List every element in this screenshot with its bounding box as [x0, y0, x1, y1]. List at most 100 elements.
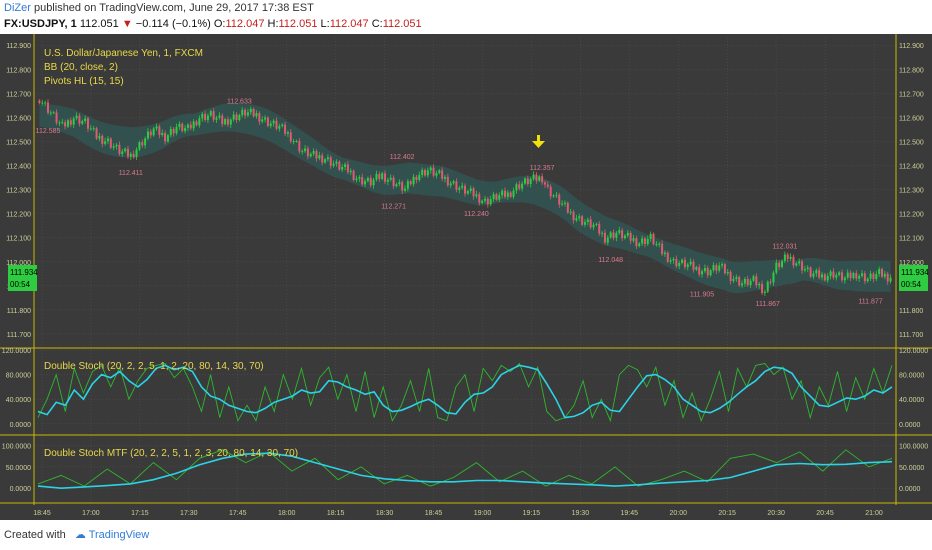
candle-body	[795, 263, 798, 266]
candle-body	[815, 270, 818, 274]
candle-body	[569, 211, 572, 213]
candle-body	[749, 280, 752, 286]
time-tick: 17:15	[131, 510, 149, 517]
price-change: −0.114 (−0.1%)	[135, 18, 211, 30]
candle-body	[69, 120, 72, 125]
candle-body	[392, 177, 395, 187]
low-value: 112.047	[329, 18, 369, 30]
time-tick: 19:45	[621, 510, 639, 517]
legend-title: U.S. Dollar/Japanese Yen, 1, FXCM	[44, 48, 203, 59]
candle-body	[218, 115, 221, 118]
candle-body	[789, 256, 792, 259]
candle-body	[863, 273, 866, 282]
candle-body	[475, 194, 478, 197]
candle-body	[561, 203, 564, 205]
candle-body	[521, 183, 524, 189]
candle-body	[543, 182, 546, 185]
ohlc-line: FX:USDJPY, 1 112.051 ▼ −0.114 (−0.1%) O:…	[4, 18, 422, 32]
candle-body	[266, 117, 269, 127]
candle-body	[446, 176, 449, 186]
candle-body	[315, 151, 318, 159]
time-tick: 19:15	[523, 510, 541, 517]
candle-body	[149, 131, 152, 136]
candle-body	[809, 267, 812, 277]
candle-body	[198, 118, 201, 126]
candle-body	[438, 170, 441, 173]
price-tick-right: 112.100	[899, 236, 924, 243]
chart-area[interactable]: 112.585 112.411 112.633 112.402 112.271 112.2…	[0, 34, 932, 520]
candle-body	[803, 269, 806, 271]
candle-body	[515, 184, 518, 191]
candle-body	[278, 126, 281, 129]
price-tick-right: 112.000	[899, 260, 924, 267]
candle-body	[98, 135, 101, 139]
time-tick: 21:00	[865, 510, 883, 517]
candle-body	[452, 181, 455, 184]
price-tag-left-value: 111.934	[10, 268, 38, 277]
candle-body	[695, 267, 698, 270]
price-tick-left: 112.900	[6, 43, 31, 50]
candle-body	[269, 123, 272, 127]
candle-body	[126, 148, 129, 157]
candle-body	[661, 243, 664, 255]
candle-body	[238, 115, 241, 121]
price-tag-right: 111.934 00:54	[899, 265, 929, 291]
candle-body	[201, 113, 204, 119]
candle-body	[252, 108, 255, 117]
candle-body	[235, 114, 238, 121]
candle-body	[609, 232, 612, 238]
bollinger-band	[39, 102, 891, 294]
candle-body	[746, 278, 749, 286]
candle-body	[204, 113, 207, 121]
candle-body	[129, 153, 132, 157]
candle-body	[866, 278, 869, 282]
candle-body	[729, 271, 732, 282]
candle-body	[832, 271, 835, 278]
publisher-line: DiZer published on TradingView.com, June…	[4, 2, 314, 16]
candle-body	[575, 218, 578, 221]
candle-body	[558, 194, 561, 205]
candle-body	[706, 267, 709, 276]
candle-body	[541, 176, 544, 183]
candle-body	[563, 202, 566, 204]
candle-body	[858, 275, 861, 279]
high-value: 112.051	[278, 18, 318, 30]
candle-body	[603, 232, 606, 243]
price-tick-left: 112.600	[6, 115, 31, 122]
candle-body	[286, 132, 289, 134]
pivot-label: 112.048	[598, 257, 623, 264]
candle-body	[95, 128, 98, 139]
candle-body	[101, 135, 104, 144]
candle-body	[472, 188, 475, 197]
tradingview-logo-icon[interactable]: ☁ TradingView	[74, 529, 150, 541]
candle-body	[738, 276, 741, 286]
candle-body	[66, 120, 69, 127]
mtf-tick-right: 100.0000	[899, 444, 928, 451]
candle-body	[681, 259, 684, 263]
published-text: published on TradingView.com, June 29, 2…	[33, 2, 314, 14]
candle-body	[366, 177, 369, 182]
candle-body	[826, 275, 829, 281]
candle-body	[432, 167, 435, 176]
publisher-username[interactable]: DiZer	[4, 2, 31, 14]
time-tick: 17:30	[180, 510, 198, 517]
candle-body	[566, 202, 569, 213]
candle-body	[329, 157, 332, 166]
chart-svg[interactable]: 112.585 112.411 112.633 112.402 112.271 112.2…	[0, 34, 932, 520]
candle-body	[601, 232, 604, 234]
price-tick-left: 111.700	[7, 332, 31, 339]
candle-body	[355, 178, 358, 180]
candle-body	[781, 260, 784, 268]
candle-body	[72, 118, 75, 125]
candle-body	[723, 264, 726, 274]
candle-body	[321, 155, 324, 163]
candle-body	[872, 273, 875, 280]
pivot-label: 112.240	[464, 211, 489, 218]
legend-bb: BB (20, close, 2)	[44, 62, 118, 73]
candle-body	[841, 272, 844, 281]
candle-body	[115, 144, 118, 147]
candle-body	[184, 127, 187, 132]
stoch-tick-right: 0.0000	[899, 422, 921, 429]
time-tick: 18:00	[278, 510, 296, 517]
candle-body	[104, 141, 107, 144]
